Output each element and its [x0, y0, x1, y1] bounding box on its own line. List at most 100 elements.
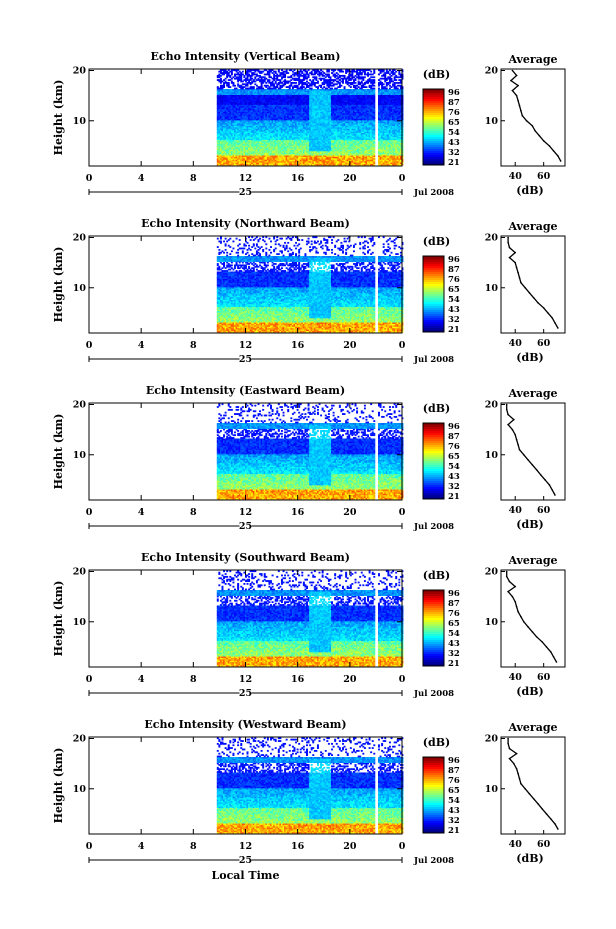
- average-point: [534, 130, 536, 132]
- average-title: Average: [507, 721, 557, 734]
- average-point: [515, 605, 518, 608]
- average-point: [525, 120, 528, 122]
- colorbar-tick: 76: [448, 776, 460, 786]
- date-label: Jul 2008: [413, 188, 454, 198]
- heatmap-cells: [216, 236, 404, 333]
- average-x-label: (dB): [516, 518, 543, 531]
- x-tick-label: 8: [190, 841, 197, 852]
- x-tick-label: 4: [138, 340, 145, 351]
- average-point: [532, 798, 535, 800]
- average-point: [540, 474, 542, 476]
- colorbar-tick: 76: [448, 609, 460, 619]
- x-tick-label: 12: [239, 674, 252, 685]
- x-tick-label: 0: [399, 340, 406, 351]
- average-point: [510, 79, 512, 82]
- chart-title: Echo Intensity (Vertical Beam): [150, 50, 340, 63]
- x-tick-label: 8: [190, 173, 197, 184]
- y-tick-label: 20: [73, 567, 87, 578]
- average-y-tick-label: 10: [485, 450, 499, 461]
- average-point: [511, 595, 514, 598]
- colorbar-tick: 32: [448, 315, 460, 325]
- average-point: [527, 459, 529, 461]
- colorbar-tick: 21: [448, 826, 460, 836]
- average-point: [523, 454, 525, 456]
- average-point: [551, 317, 553, 319]
- colorbar-tick: 87: [448, 265, 460, 275]
- average-point: [514, 261, 516, 264]
- average-x-tick-label: 60: [537, 338, 551, 349]
- average-point: [505, 570, 508, 573]
- average-x-label: (dB): [516, 685, 543, 698]
- average-x-tick-label: 60: [537, 839, 551, 850]
- average-point: [559, 160, 562, 162]
- colorbar-tick: 21: [448, 158, 460, 168]
- heatmap-cells: [216, 403, 404, 500]
- average-point: [542, 140, 545, 142]
- average-point: [531, 631, 534, 633]
- x-tick-label: 0: [86, 841, 93, 852]
- average-y-tick-label: 10: [485, 617, 499, 628]
- panel-5: Echo Intensity (Westward Beam) 20 10 Height…: [52, 718, 566, 866]
- colorbar-tick: 32: [448, 482, 460, 492]
- average-point: [517, 610, 519, 613]
- y-tick-label: 10: [73, 283, 87, 294]
- colorbar-tick: 76: [448, 108, 460, 118]
- x-tick-label: 20: [343, 841, 357, 852]
- average-point: [547, 312, 549, 314]
- x-tick-label: 12: [239, 507, 252, 518]
- average-point: [515, 94, 518, 97]
- average-point: [541, 641, 543, 643]
- average-point: [535, 636, 538, 638]
- colorbar: [423, 423, 444, 500]
- average-point: [507, 236, 509, 239]
- average-frame: [500, 569, 566, 668]
- average-point: [528, 793, 531, 795]
- y-tick-label: 10: [73, 617, 87, 628]
- average-frame: [500, 402, 566, 501]
- colorbar-tick: 43: [448, 138, 460, 148]
- colorbar-tick: 65: [448, 452, 460, 462]
- day-label-bg: [239, 688, 252, 697]
- average-point: [508, 747, 511, 750]
- average-point: [507, 737, 509, 740]
- average-point: [527, 626, 529, 628]
- average-point: [554, 494, 556, 496]
- average-frame: [500, 736, 566, 835]
- average-point: [517, 443, 519, 446]
- average-point: [513, 418, 515, 421]
- colorbar-tick: 87: [448, 98, 460, 108]
- colorbar-tick: 65: [448, 619, 460, 629]
- average-profile-line: [507, 738, 559, 830]
- day-label-bg: [239, 354, 252, 363]
- colorbar-tick: 43: [448, 472, 460, 482]
- x-tick-label: 4: [138, 173, 145, 184]
- average-point: [518, 276, 521, 279]
- average-y-tick-label: 20: [485, 233, 499, 244]
- heatmap-cells: [216, 737, 404, 834]
- average-point: [551, 489, 553, 491]
- colorbar-tick: 76: [448, 275, 460, 285]
- x-tick-label: 8: [190, 674, 197, 685]
- average-x-tick-label: 60: [537, 672, 551, 683]
- x-tick-label: 0: [399, 841, 406, 852]
- colorbar: [423, 256, 444, 333]
- average-point: [520, 109, 522, 112]
- colorbar-tick: 76: [448, 442, 460, 452]
- average-point: [505, 403, 508, 406]
- average-title: Average: [507, 220, 557, 233]
- x-tick-label: 0: [86, 507, 93, 518]
- average-point: [541, 808, 543, 810]
- date-label: Jul 2008: [413, 689, 454, 699]
- x-tick-label: 20: [343, 507, 357, 518]
- average-point: [552, 150, 555, 152]
- colorbar-unit: (dB): [423, 235, 450, 248]
- colorbar-frame: [422, 255, 445, 333]
- x-tick-label: 0: [86, 173, 93, 184]
- average-point: [531, 464, 534, 466]
- average-y-tick-label: 20: [485, 567, 499, 578]
- y-tick-label: 20: [73, 400, 87, 411]
- y-axis-label: Height (km): [52, 80, 65, 156]
- average-x-label: (dB): [516, 184, 543, 197]
- average-point: [515, 752, 518, 755]
- average-frame: [500, 235, 566, 334]
